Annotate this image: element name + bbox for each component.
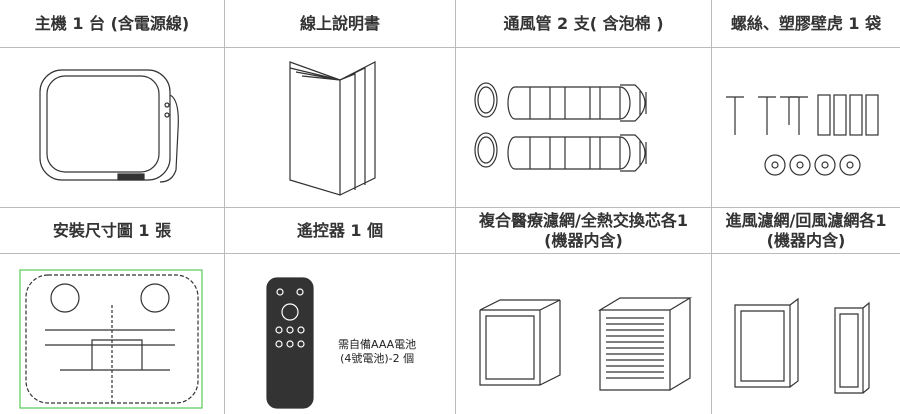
note-line: 需自備AAA電池 — [338, 338, 417, 351]
header-cell: 通風管 2 支( 含泡棉 ) — [456, 0, 712, 48]
cell-text: 主機 1 台 (含電源線) — [34, 13, 190, 33]
image-cell — [225, 254, 456, 414]
manual-drawing — [289, 61, 376, 196]
cell-text: 通風管 2 支( 含泡棉 ) — [503, 13, 664, 33]
header-cell: 主機 1 台 (含電源線) — [0, 0, 225, 48]
cell-text: (機器内含) — [544, 230, 623, 250]
filter-drawing — [479, 297, 870, 394]
remote-note: 需自備AAA電池 (4號電池)-2 個 — [338, 338, 416, 366]
note-line: (4號電池)-2 個 — [340, 352, 415, 365]
header-cell: 安裝尺寸圖 1 張 — [0, 208, 225, 254]
cell-text: 進風濾網/回風濾網各1 — [725, 210, 887, 230]
cell-text: 複合醫療濾網/全熱交換芯各1 — [479, 210, 688, 230]
install-diagram — [19, 269, 203, 409]
header-cell: 遙控器 1 個 — [225, 208, 456, 254]
header-cell: 進風濾網/回風濾網各1 (機器内含) — [712, 208, 900, 254]
main-unit-drawing — [39, 69, 179, 183]
image-cell — [225, 48, 456, 208]
image-cell — [712, 48, 900, 208]
image-cell — [456, 254, 712, 414]
cell-text: 線上說明書 — [299, 13, 380, 33]
header-cell: 複合醫療濾網/全熱交換芯各1 (機器内含) — [456, 208, 712, 254]
screws-drawing — [726, 94, 879, 176]
cell-text: 螺絲、塑膠壁虎 1 袋 — [730, 13, 882, 33]
cell-text: 遙控器 1 個 — [296, 220, 384, 240]
remote-drawing — [266, 277, 314, 409]
cell-text: 安裝尺寸圖 1 張 — [52, 220, 172, 240]
image-cell — [0, 48, 225, 208]
header-cell: 線上說明書 — [225, 0, 456, 48]
image-cell — [0, 254, 225, 414]
duct-drawing — [474, 82, 647, 172]
header-cell: 螺絲、塑膠壁虎 1 袋 — [712, 0, 900, 48]
cell-text: (機器内含) — [766, 230, 846, 250]
image-cell — [456, 48, 712, 208]
